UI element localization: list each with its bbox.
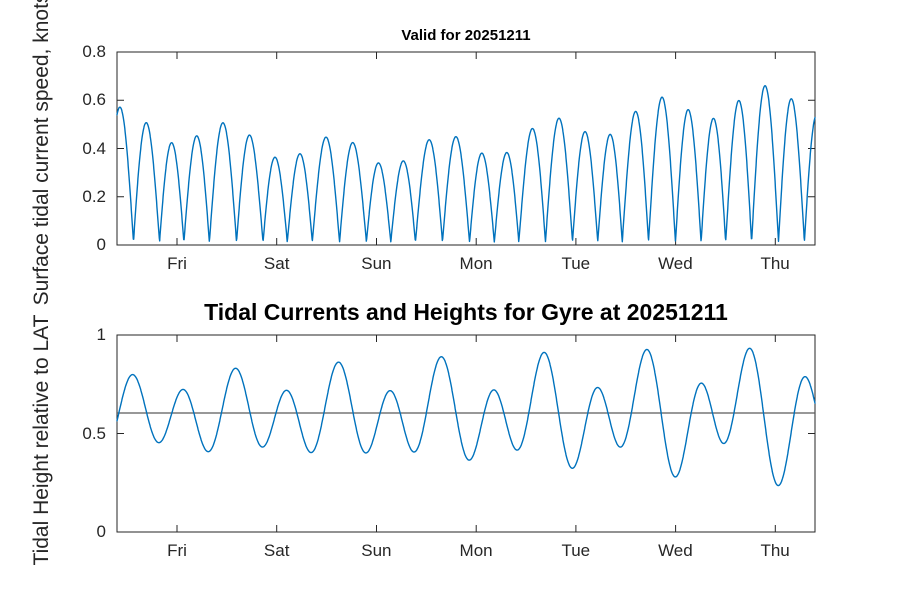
ytick-label: 0.6 xyxy=(82,90,106,110)
height-curve xyxy=(116,347,816,487)
bottom-axes-ticks xyxy=(117,334,815,533)
xtick-label: Thu xyxy=(760,541,790,560)
xtick-label: Sun xyxy=(361,254,392,273)
xtick-label: Fri xyxy=(167,541,187,560)
xtick-label: Sat xyxy=(263,254,290,273)
xtick-label: Wed xyxy=(658,541,693,560)
ytick-label: 1 xyxy=(96,325,106,344)
xtick-label: Thu xyxy=(760,254,790,273)
ytick-label: 0.8 xyxy=(82,42,106,61)
xtick-label: Fri xyxy=(167,254,187,273)
xtick-label: Sun xyxy=(361,541,392,560)
ytick-label: 0.5 xyxy=(82,423,106,443)
bottom-axes-box xyxy=(116,334,816,533)
xtick-label: Tue xyxy=(561,254,591,273)
xtick-label: Mon xyxy=(459,541,493,560)
ytick-label: 0 xyxy=(96,235,106,254)
xtick-label: Tue xyxy=(561,541,591,560)
xtick-label: Sat xyxy=(263,541,290,560)
xtick-label: Wed xyxy=(658,254,693,273)
speed-curve xyxy=(116,85,816,243)
ytick-label: 0.4 xyxy=(82,138,106,158)
ytick-label: 0 xyxy=(96,522,106,541)
xtick-label: Mon xyxy=(459,254,493,273)
top-axes-ticks xyxy=(117,51,815,246)
top-plot-title: Valid for 20251211 xyxy=(401,27,531,44)
ytick-label: 0.2 xyxy=(82,186,106,206)
top-axes-box xyxy=(116,51,816,246)
bottom-plot-title: Tidal Currents and Heights for Gyre at 2… xyxy=(204,299,728,325)
